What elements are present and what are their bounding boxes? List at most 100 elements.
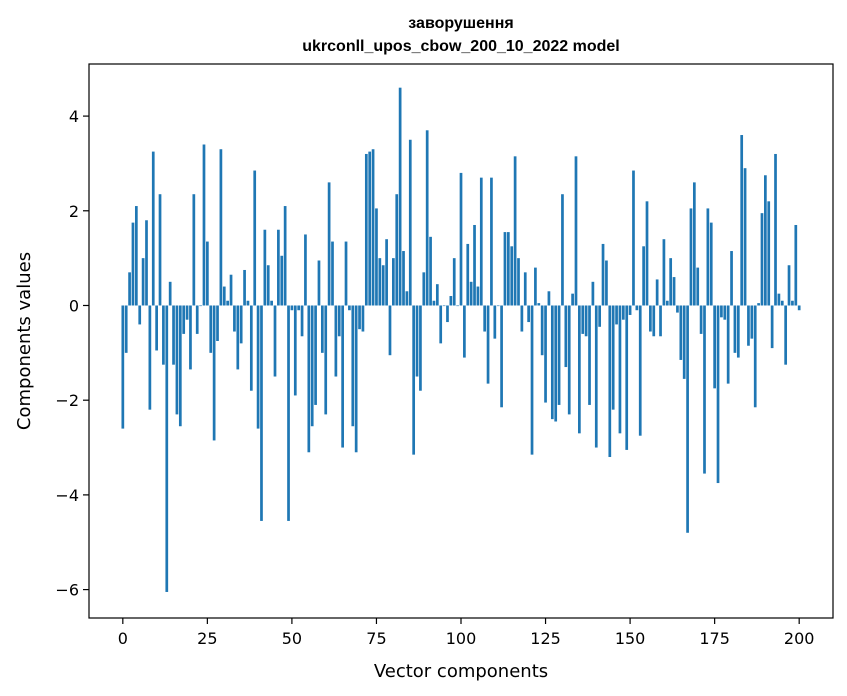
chart-subtitle: ukrconll_upos_cbow_200_10_2022 model (302, 38, 619, 55)
bar-138 (588, 305, 591, 405)
bar-32 (229, 274, 233, 306)
bar-13 (165, 305, 169, 592)
bar-132 (567, 305, 571, 415)
bar-15 (172, 305, 175, 365)
bar-99 (456, 305, 459, 307)
bar-34 (236, 305, 240, 370)
bar-77 (381, 265, 385, 306)
bar-7 (145, 220, 148, 306)
bar-40 (256, 305, 260, 429)
bar-144 (608, 305, 612, 458)
bar-169 (692, 182, 696, 306)
bar-183 (740, 135, 744, 306)
bar-3 (131, 222, 135, 306)
bar-29 (219, 149, 223, 306)
bar-1 (124, 305, 128, 353)
bar-27 (212, 305, 216, 441)
bar-154 (642, 246, 645, 306)
bar-126 (547, 291, 551, 306)
x-tick-label: 150 (615, 629, 646, 648)
bar-75 (375, 208, 378, 306)
bar-105 (476, 286, 480, 306)
bar-70 (358, 305, 361, 330)
bar-39 (253, 170, 257, 306)
bar-182 (736, 305, 740, 358)
chart-title: заворушення (408, 15, 513, 32)
bar-196 (784, 305, 788, 365)
bar-19 (185, 305, 189, 320)
bar-197 (787, 265, 791, 306)
bar-80 (392, 258, 395, 306)
bar-20 (189, 305, 192, 370)
bar-149 (625, 305, 629, 450)
bar-55 (307, 305, 311, 453)
bar-24 (202, 144, 206, 306)
bar-59 (320, 305, 324, 353)
y-tick-label: 2 (69, 202, 79, 221)
bar-124 (540, 305, 544, 356)
bar-172 (703, 305, 706, 474)
bar-158 (655, 279, 659, 306)
bar-97 (449, 296, 453, 306)
bar-31 (226, 300, 230, 306)
bar-57 (314, 305, 317, 405)
bar-46 (277, 229, 280, 306)
bar-106 (479, 177, 483, 306)
bar-26 (209, 305, 213, 353)
bar-195 (780, 300, 784, 306)
bar-125 (544, 305, 547, 403)
bar-63 (334, 305, 338, 377)
bar-110 (493, 305, 497, 339)
bar-68 (351, 305, 355, 427)
bar-137 (584, 305, 588, 337)
bar-170 (696, 267, 700, 306)
y-tick-label: 0 (69, 296, 79, 315)
bar-150 (628, 305, 632, 315)
bar-153 (638, 305, 642, 436)
bar-54 (304, 234, 307, 306)
bar-71 (361, 305, 365, 332)
bar-44 (270, 300, 273, 306)
bar-33 (233, 305, 236, 332)
bar-146 (615, 305, 618, 325)
bar-14 (168, 281, 172, 306)
y-tick-label: −6 (55, 581, 79, 600)
bar-128 (554, 305, 558, 422)
x-tick-label: 125 (530, 629, 561, 648)
bar-89 (422, 272, 426, 306)
bar-52 (297, 305, 301, 311)
bar-72 (364, 153, 368, 306)
bar-98 (452, 258, 456, 306)
bar-10 (155, 305, 158, 351)
bar-115 (510, 246, 514, 306)
bar-177 (720, 305, 723, 318)
bar-122 (534, 267, 537, 306)
bar-30 (222, 286, 226, 306)
x-axis-ticks: 0 25 50 75 100 125 150 175 200 (118, 618, 814, 648)
bar-189 (760, 213, 764, 306)
y-tick-label: −2 (55, 391, 79, 410)
bar-101 (463, 305, 466, 358)
bar-139 (591, 281, 595, 306)
bar-127 (550, 305, 554, 420)
bar-58 (317, 260, 321, 306)
bar-51 (293, 305, 297, 396)
bar-129 (557, 305, 561, 405)
bar-23 (199, 305, 202, 307)
bar-147 (618, 305, 622, 434)
bar-91 (429, 236, 432, 306)
bar-69 (354, 305, 358, 453)
bar-108 (486, 305, 490, 384)
bar-47 (280, 255, 284, 306)
bar-113 (503, 232, 507, 306)
bar-134 (574, 156, 578, 306)
bar-178 (723, 305, 727, 320)
bar-5 (138, 305, 142, 325)
bar-148 (621, 305, 625, 320)
bar-121 (530, 305, 534, 455)
bar-45 (273, 305, 277, 377)
bar-104 (473, 224, 476, 306)
bar-199 (794, 224, 798, 306)
bar-86 (412, 305, 416, 455)
y-tick-label: −4 (55, 486, 79, 505)
